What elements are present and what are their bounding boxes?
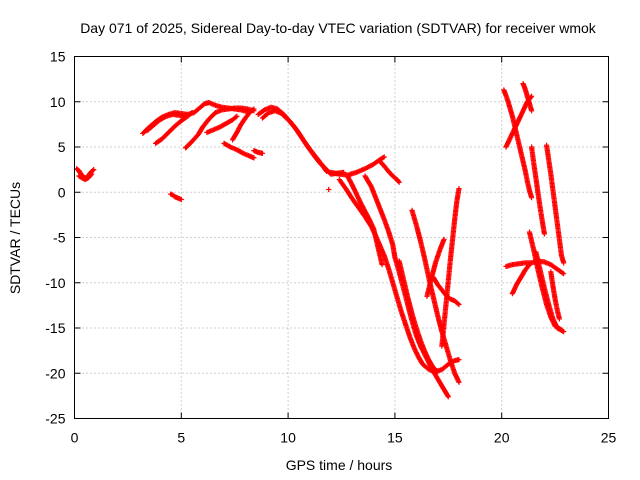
x-tick-label: 15 <box>387 430 403 446</box>
data-point-marker <box>456 301 462 308</box>
data-point-marker <box>456 379 462 385</box>
data-point-marker <box>455 300 461 307</box>
chart-title: Day 071 of 2025, Sidereal Day-to-day VTE… <box>80 20 597 36</box>
data-point-marker <box>559 328 566 334</box>
data-point-marker <box>561 329 567 335</box>
data-point-marker <box>556 316 562 322</box>
data-point-marker <box>162 114 168 120</box>
data-point-marker <box>526 262 533 268</box>
data-point-marker <box>380 155 386 161</box>
y-tick-label: 5 <box>58 139 66 155</box>
data-point-marker <box>433 367 440 374</box>
y-tick-label: -5 <box>53 230 66 246</box>
data-point-marker <box>396 179 402 185</box>
data-point-marker <box>561 260 567 266</box>
data-point-marker <box>91 167 97 173</box>
x-tick-label: 25 <box>601 430 617 446</box>
data-point-marker <box>445 394 451 400</box>
y-tick-labels: 15 10 5 0 -5 -10 -15 -20 -25 <box>45 49 65 427</box>
data-point-marker <box>541 231 548 237</box>
y-axis-label: SDTVAR / TECUs <box>7 182 23 294</box>
x-tick-label: 20 <box>494 430 510 446</box>
data-point-marker <box>529 195 535 201</box>
y-tick-label: 10 <box>50 94 66 110</box>
data-point-marker <box>456 357 462 363</box>
plot-frame <box>74 56 609 419</box>
x-tick-label: 5 <box>177 430 185 446</box>
data-point-marker <box>88 172 94 178</box>
x-tick-label: 10 <box>280 430 296 446</box>
data-point-marker <box>178 196 184 203</box>
data-point-marker <box>188 110 194 117</box>
data-point-marker <box>251 155 257 161</box>
data-point-marker <box>441 236 447 242</box>
x-axis-label: GPS time / hours <box>286 457 393 473</box>
y-tick-label: -15 <box>45 320 65 336</box>
y-tick-label: 15 <box>50 49 66 65</box>
data-point-marker <box>233 114 239 120</box>
data-point-marker <box>529 108 535 114</box>
y-tick-label: -20 <box>45 365 65 381</box>
data-point-marker <box>456 186 462 192</box>
y-tick-label: 0 <box>58 184 66 200</box>
data-point-marker <box>395 178 402 184</box>
data-point-marker <box>445 393 451 399</box>
data-point-marker <box>251 106 257 112</box>
data-point-marker <box>379 262 385 268</box>
data-point-marker <box>559 270 566 276</box>
data-point-marker <box>561 271 567 277</box>
data-point-marker <box>259 150 266 156</box>
data-point-marker <box>189 110 195 116</box>
data-point-marker <box>326 186 332 193</box>
data-point-marker <box>88 171 95 177</box>
data-point-marker <box>250 107 256 113</box>
x-tick-labels: 0 5 10 15 20 25 <box>71 430 617 446</box>
y-tick-label: -25 <box>45 411 65 427</box>
data-markers <box>74 81 567 400</box>
data-point-marker <box>90 167 96 174</box>
x-tick-label: 0 <box>71 430 79 446</box>
data-point-marker <box>526 263 532 269</box>
y-tick-label: -10 <box>45 275 65 291</box>
data-point-marker <box>381 154 387 160</box>
grid-lines <box>74 56 609 419</box>
data-point-marker <box>234 113 240 119</box>
data-point-marker <box>435 368 441 375</box>
